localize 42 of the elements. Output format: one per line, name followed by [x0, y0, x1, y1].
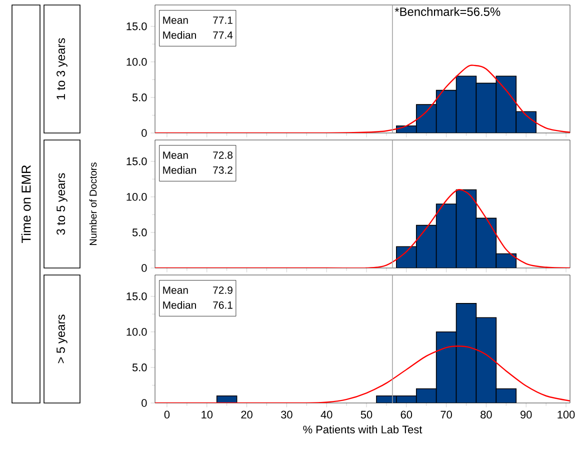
- annotation: 73.2: [213, 166, 232, 174]
- text: 3 to 5 years: [56, 173, 68, 235]
- x-tick-label: 70: [440, 410, 452, 419]
- y-tick-label: 15.0: [126, 157, 147, 166]
- y-tick-label: 5.0: [132, 364, 147, 372]
- annotation: 77.4: [213, 32, 233, 39]
- y-tick-label: 10.0: [126, 193, 147, 201]
- x-tick-label: 80: [480, 410, 492, 419]
- x-tick-label: 90: [520, 410, 532, 419]
- annotation: Mean: [163, 152, 188, 159]
- text: > 5 years: [56, 314, 68, 364]
- annotation: 72.9: [213, 286, 232, 294]
- annotation: Median: [163, 166, 196, 174]
- y-axis-title: Number of Doctors: [89, 162, 97, 245]
- y-tick-label: 10.0: [126, 58, 147, 66]
- x-tick-label: 10: [202, 410, 213, 419]
- text: 1 to 3 years: [56, 38, 68, 100]
- annotation: Mean: [163, 286, 188, 294]
- annotation: Mean: [163, 16, 188, 24]
- y-tick-label: 5.0: [132, 228, 147, 236]
- x-tick-label: 0: [164, 410, 170, 419]
- y-tick-label: 10.0: [126, 328, 147, 336]
- y-tick-label: 0: [142, 399, 147, 407]
- x-axis-title: % Patients with Lab Test: [303, 425, 422, 434]
- y-tick-label: 5.0: [132, 94, 147, 102]
- y-tick-label: 15.0: [126, 292, 147, 300]
- x-tick-label: 50: [360, 410, 372, 419]
- x-tick-label: 40: [320, 410, 332, 419]
- annotation: Median: [163, 301, 196, 309]
- y-tick-label: 0: [142, 129, 147, 137]
- x-tick-label: 30: [281, 410, 292, 419]
- annotation: 76.1: [213, 301, 232, 309]
- annotation: 72.8: [213, 151, 232, 159]
- text: Time on EMR: [21, 165, 31, 244]
- annotation: Median: [163, 31, 196, 39]
- ref-line-label: *Benchmark=56.5%: [394, 7, 500, 16]
- annotation: 77.1: [213, 16, 232, 24]
- x-tick-label: 20: [241, 410, 252, 419]
- y-tick-label: 15.0: [126, 22, 147, 30]
- x-tick-label: 60: [400, 410, 412, 419]
- x-tick-label: 100: [558, 410, 575, 419]
- y-tick-label: 0: [142, 264, 147, 272]
